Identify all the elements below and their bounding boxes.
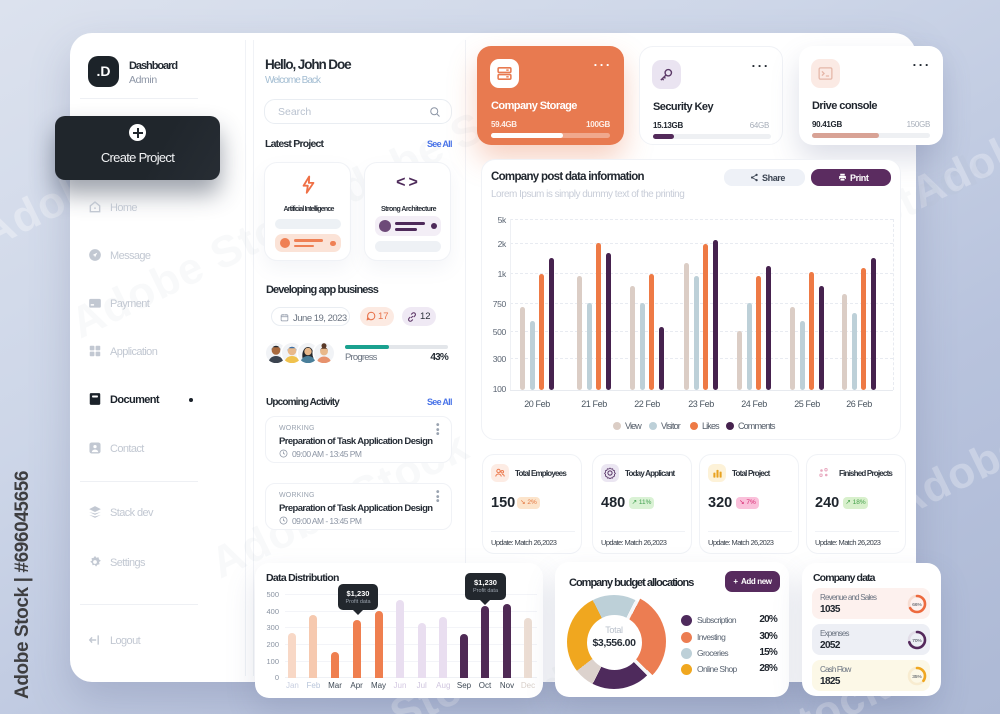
svg-text:70%: 70% [912, 638, 922, 644]
svg-text:66%: 66% [912, 602, 922, 608]
svg-text:35%: 35% [912, 674, 922, 680]
